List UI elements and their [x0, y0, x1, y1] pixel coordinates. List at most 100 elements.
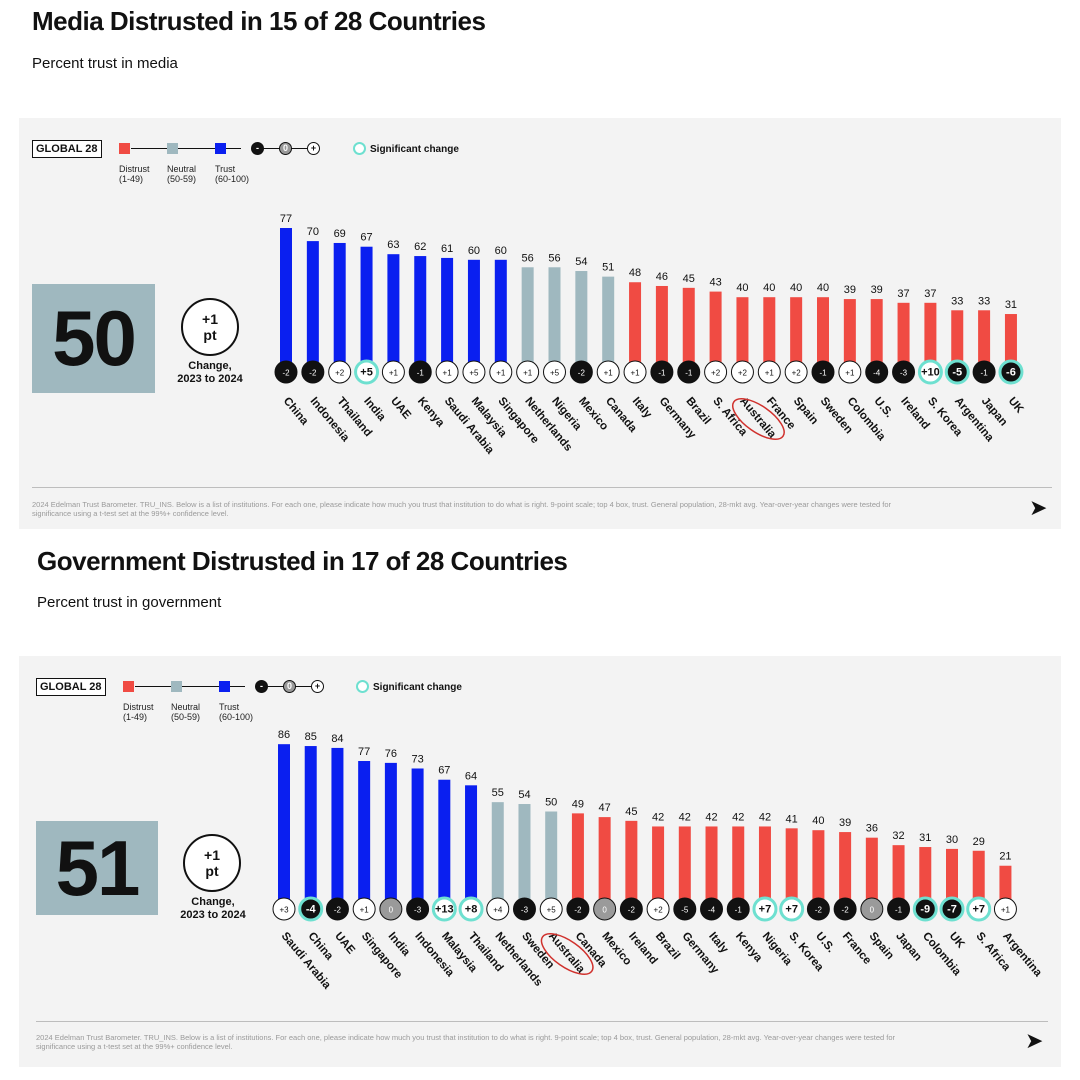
global-change-label: Change, 2023 to 2024 [177, 360, 243, 385]
value-label: 37 [924, 288, 936, 300]
change-marker [512, 897, 536, 921]
change-marker [543, 360, 566, 384]
change-marker [539, 897, 563, 921]
category-label: U.S. [813, 930, 837, 955]
category-label: Italy [706, 930, 730, 956]
value-label: 47 [599, 802, 611, 814]
value-label: 39 [839, 817, 851, 829]
value-label: 40 [817, 282, 829, 294]
change-value: +2 [711, 369, 721, 378]
change-marker [274, 360, 298, 384]
change-value: +7 [972, 904, 985, 916]
category-label: U.S. [871, 395, 895, 420]
bar-australia [545, 811, 558, 905]
value-label: 63 [387, 239, 399, 251]
change-value: -1 [685, 369, 693, 378]
value-label: 40 [763, 282, 775, 294]
category-label: UAE [332, 930, 357, 957]
change-value: -3 [414, 906, 422, 915]
value-label: 43 [709, 277, 721, 289]
bar-china [304, 746, 317, 905]
bar-argentina [999, 865, 1012, 905]
change-legend-positive-icon: + [311, 680, 324, 693]
footer-rule [32, 487, 1052, 488]
value-label: 55 [492, 787, 504, 799]
value-label: 84 [331, 733, 343, 745]
change-legend: - 0 + [251, 140, 331, 158]
bar-netherlands [521, 267, 534, 372]
change-value: +1 [443, 369, 453, 378]
value-label: 31 [1005, 299, 1017, 311]
change-marker [939, 896, 965, 922]
value-label: 32 [892, 830, 904, 842]
bar-indonesia [306, 241, 319, 372]
change-value: -3 [900, 369, 908, 378]
change-marker [516, 360, 540, 384]
change-legend-negative-icon: - [251, 142, 264, 155]
global-average-value: 51 [36, 821, 158, 915]
bar-ireland [625, 820, 638, 905]
legend-swatch-trust [219, 681, 230, 692]
bar-china [280, 228, 292, 372]
change-marker [944, 359, 970, 385]
bar-france [839, 832, 852, 905]
legend-swatch-distrust [123, 681, 134, 692]
bar-s-korea [785, 828, 798, 905]
change-value: -4 [873, 369, 881, 378]
bar-indonesia [411, 768, 424, 905]
change-value: -2 [578, 369, 586, 378]
bar-brazil [652, 826, 665, 905]
global-change-badge: +1 pt [181, 298, 239, 356]
bar-s-africa [709, 291, 722, 372]
change-marker [833, 897, 857, 921]
bar-spain [865, 837, 878, 905]
legend-label-trust: Trust (60-100) [215, 164, 250, 184]
change-marker [757, 360, 781, 384]
change-value: +1 [845, 369, 855, 378]
change-value: +5 [550, 369, 560, 378]
change-value: +1 [389, 369, 399, 378]
value-label: 60 [495, 245, 507, 257]
global-change-badge: +1 pt [183, 834, 241, 892]
bar-mexico [598, 817, 611, 905]
change-value: +5 [547, 906, 557, 915]
change-marker [726, 897, 750, 921]
value-label: 42 [652, 811, 664, 823]
change-marker [972, 360, 996, 384]
change-value: +1 [360, 906, 370, 915]
next-arrow-icon[interactable]: ➤ [1029, 495, 1048, 520]
bar-s-africa [972, 850, 985, 905]
legend-label-distrust: Distrust (1-49) [123, 702, 154, 722]
value-label: 30 [946, 834, 958, 846]
value-label: 56 [522, 252, 534, 264]
chart-section-government: Government Distrusted in 17 of 28 Countr… [0, 540, 1080, 1080]
category-legend: Distrust (1-49) Neutral (50-59) Trust (60-1… [119, 140, 259, 190]
chart-subtitle: Percent trust in government [37, 594, 222, 611]
next-arrow-icon[interactable]: ➤ [1025, 1028, 1044, 1053]
change-marker [301, 360, 325, 384]
change-marker [779, 896, 805, 922]
bar-canada [571, 813, 584, 905]
significant-legend: Significant change [353, 142, 459, 155]
change-legend-zero-icon: 0 [279, 142, 292, 155]
change-value: +2 [335, 369, 345, 378]
bar-uae [331, 747, 344, 905]
bar-brazil [682, 287, 695, 372]
global-label: GLOBAL 28 [32, 140, 102, 158]
value-label: 77 [358, 746, 370, 758]
footnote: 2024 Edelman Trust Barometer. TRU_INS. B… [32, 500, 892, 518]
change-value: -2 [574, 906, 582, 915]
legend-label-trust: Trust (60-100) [219, 702, 254, 722]
change-marker [838, 360, 862, 384]
change-marker [887, 897, 911, 921]
footer-rule [36, 1021, 1048, 1022]
bar-japan [892, 845, 905, 905]
change-value: -1 [981, 369, 989, 378]
bar-germany [678, 826, 691, 905]
value-label: 29 [973, 836, 985, 848]
change-marker [406, 897, 430, 921]
bar-u-s- [812, 830, 825, 905]
change-value: +4 [493, 906, 503, 915]
bar-japan [978, 310, 991, 372]
